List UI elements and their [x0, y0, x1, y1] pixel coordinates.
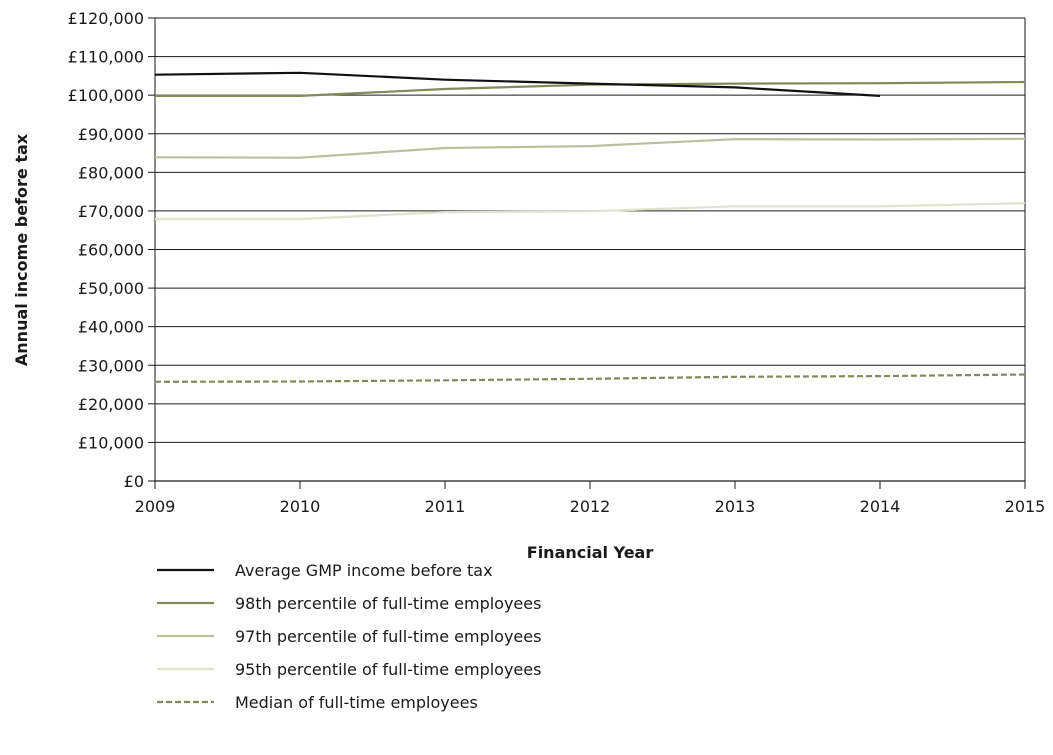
x-tick-label: 2011 — [425, 497, 466, 516]
series-line-0 — [154, 71, 881, 97]
x-tick-labels: 2009 2010 2011 2012 2013 2014 2015 — [135, 497, 1046, 516]
legend-label-4: Median of full-time employees — [235, 693, 478, 712]
y-tick-label: £40,000 — [78, 318, 144, 337]
y-tick-label: £20,000 — [78, 395, 144, 414]
series-line-2 — [154, 137, 1026, 159]
series-lines — [154, 71, 1026, 383]
y-tick-label: £110,000 — [68, 48, 144, 67]
y-tick-label: £70,000 — [78, 202, 144, 221]
y-tick-label: £80,000 — [78, 163, 144, 182]
y-tick-label: £120,000 — [68, 9, 144, 28]
x-tick-label: 2014 — [860, 497, 901, 516]
legend: Average GMP income before tax 98th percen… — [157, 561, 541, 712]
legend-label-2: 97th percentile of full-time employees — [235, 627, 541, 646]
y-axis-title: Annual income before tax — [12, 133, 31, 366]
y-tick-label: £100,000 — [68, 86, 144, 105]
x-tick-label: 2010 — [280, 497, 321, 516]
y-tick-label: £60,000 — [78, 241, 144, 260]
y-tick-label: £0 — [124, 472, 144, 491]
y-tick-label: £90,000 — [78, 125, 144, 144]
y-tick-labels: £0 £10,000 £20,000 £30,000 £40,000 £50,000 £60… — [68, 9, 144, 491]
y-tick-label: £50,000 — [78, 279, 144, 298]
x-tick-label: 2015 — [1005, 497, 1046, 516]
y-tick-label: £30,000 — [78, 356, 144, 375]
axes — [148, 17, 1026, 489]
series-line-4 — [154, 373, 1026, 383]
x-axis-title: Financial Year — [527, 543, 654, 562]
legend-label-1: 98th percentile of full-time employees — [235, 594, 541, 613]
x-tick-label: 2009 — [135, 497, 176, 516]
x-tick-label: 2013 — [715, 497, 756, 516]
y-tick-label: £10,000 — [78, 433, 144, 452]
series-line-3 — [155, 202, 1026, 221]
legend-label-3: 95th percentile of full-time employees — [235, 660, 541, 679]
legend-label-0: Average GMP income before tax — [235, 561, 493, 580]
x-tick-label: 2012 — [570, 497, 611, 516]
